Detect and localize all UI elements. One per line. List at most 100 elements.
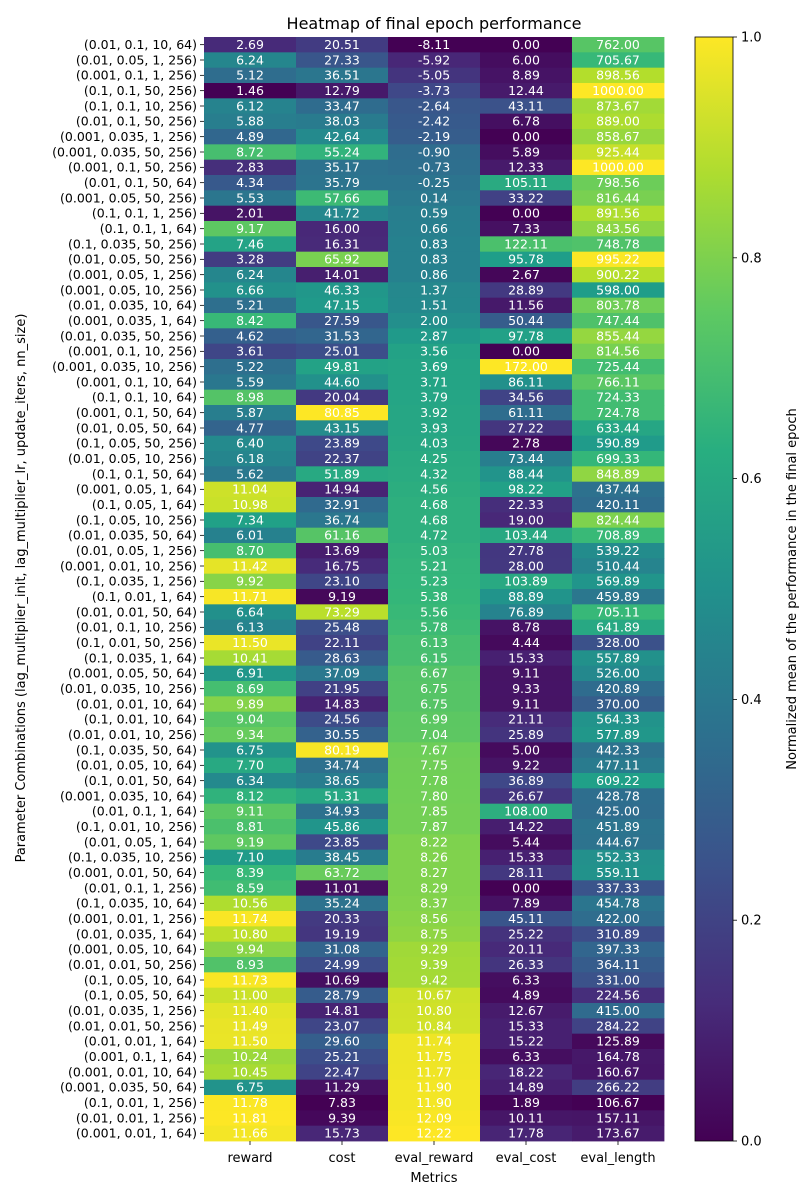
cell-value-label: 5.21 [420, 558, 448, 573]
heatmap-cell [204, 1049, 297, 1065]
cell-value-label: 5.62 [236, 466, 264, 481]
cell-value-label: 11.50 [232, 1034, 268, 1049]
cell-value-label: 816.44 [596, 190, 640, 205]
heatmap-cell [204, 435, 297, 452]
heatmap-cell [204, 926, 297, 943]
y-tick-label: (0.01, 0.05, 1, 64) [84, 834, 197, 849]
heatmap-cell [388, 757, 481, 774]
cell-value-label: 8.69 [236, 681, 264, 696]
heatmap-cell [572, 834, 665, 851]
cell-value-label: 6.64 [236, 604, 264, 619]
heatmap-cell [296, 911, 389, 927]
heatmap-cell [480, 221, 573, 237]
heatmap-cell [296, 1018, 389, 1035]
heatmap-cell [296, 221, 389, 237]
cell-value-label: 23.89 [324, 436, 360, 451]
heatmap-cell [572, 819, 665, 835]
heatmap-cell [296, 865, 389, 881]
y-tick-label: (0.01, 0.035, 1, 64) [76, 926, 197, 941]
colorbar-tick-label: 0.6 [741, 472, 762, 487]
heatmap-cell [204, 589, 297, 605]
cell-value-label: 11.81 [232, 1110, 268, 1125]
cell-value-label: 766.11 [596, 374, 640, 389]
cell-value-label: 7.80 [420, 788, 448, 803]
cell-value-label: 22.11 [324, 635, 360, 650]
cell-value-label: 21.11 [508, 712, 544, 727]
heatmap-cell [296, 895, 389, 912]
heatmap-cell [204, 1095, 297, 1111]
y-tick-label: (0.1, 0.05, 10, 64) [84, 972, 197, 987]
heatmap-cell [296, 1049, 389, 1065]
heatmap-cell [572, 1003, 665, 1019]
cell-value-label: 6.33 [512, 972, 540, 987]
cell-value-label: 46.33 [324, 282, 360, 297]
heatmap-cell [296, 359, 389, 375]
cell-value-label: 609.22 [596, 773, 640, 788]
cell-value-label: 10.24 [232, 1049, 268, 1064]
cell-value-label: 6.40 [236, 436, 264, 451]
heatmap-cell [204, 359, 297, 375]
cell-value-label: 552.33 [596, 850, 640, 865]
cell-value-label: 103.89 [504, 574, 548, 589]
cell-value-label: 47.15 [324, 298, 360, 313]
heatmap-cell [204, 880, 297, 897]
heatmap-cell [388, 175, 481, 191]
heatmap-cell [204, 972, 297, 989]
heatmap-cell [572, 466, 665, 483]
cell-value-label: 8.26 [420, 850, 448, 865]
cell-value-label: 34.56 [508, 390, 544, 405]
cell-value-label: 420.11 [596, 497, 640, 512]
heatmap-cell [204, 144, 297, 161]
heatmap-cell [204, 1003, 297, 1019]
heatmap-cell [296, 190, 389, 207]
heatmap-cell [572, 987, 665, 1004]
cell-value-label: 6.91 [236, 666, 264, 681]
heatmap-cell [204, 742, 297, 759]
heatmap-cell [296, 144, 389, 161]
heatmap-cell [480, 711, 573, 728]
cell-value-label: 3.28 [236, 252, 264, 267]
cell-value-label: 6.33 [512, 1049, 540, 1064]
cell-value-label: 3.61 [236, 344, 264, 359]
cell-value-label: -2.64 [418, 98, 450, 113]
cell-value-label: 7.78 [420, 773, 448, 788]
cell-value-label: 12.33 [508, 160, 544, 175]
heatmap-cell [572, 1018, 665, 1035]
heatmap-cell [388, 681, 481, 697]
heatmap-cell [572, 267, 665, 283]
heatmap-cell [204, 98, 297, 115]
cell-value-label: 4.25 [420, 451, 448, 466]
heatmap-cell [204, 987, 297, 1004]
cell-value-label: 705.11 [596, 604, 640, 619]
cell-value-label: 4.62 [236, 328, 264, 343]
heatmap-cell [204, 389, 297, 406]
heatmap-cell [572, 589, 665, 605]
y-tick-label: (0.001, 0.01, 50, 64) [68, 865, 197, 880]
cell-value-label: 577.89 [596, 727, 640, 742]
cell-value-label: 11.01 [324, 880, 360, 895]
colorbar-tick-label: 0.2 [741, 914, 762, 929]
heatmap-cell [204, 757, 297, 774]
heatmap-cell [388, 803, 481, 820]
cell-value-label: 12.44 [508, 83, 544, 98]
heatmap-cell [204, 1018, 297, 1035]
heatmap-cell [388, 1125, 481, 1142]
heatmap-cell [480, 466, 573, 483]
cell-value-label: 0.83 [420, 236, 448, 251]
cell-value-label: -8.11 [418, 37, 450, 52]
heatmap-cell [204, 205, 297, 222]
heatmap-cell [572, 1049, 665, 1065]
y-tick-label: (0.01, 0.01, 1, 256) [76, 1110, 197, 1125]
cell-value-label: 12.22 [416, 1126, 452, 1141]
cell-value-label: 17.78 [508, 1126, 544, 1141]
cell-value-label: 705.67 [596, 52, 640, 67]
heatmap-cell [388, 727, 481, 743]
y-tick-label: (0.01, 0.05, 10, 64) [76, 758, 197, 773]
heatmap-cell [572, 681, 665, 697]
heatmap-cell [296, 573, 389, 590]
heatmap-cell [388, 1110, 481, 1127]
cell-value-label: 8.29 [420, 880, 448, 895]
heatmap-cell [296, 37, 389, 53]
heatmap-cell [480, 589, 573, 605]
heatmap-cell [388, 405, 481, 421]
